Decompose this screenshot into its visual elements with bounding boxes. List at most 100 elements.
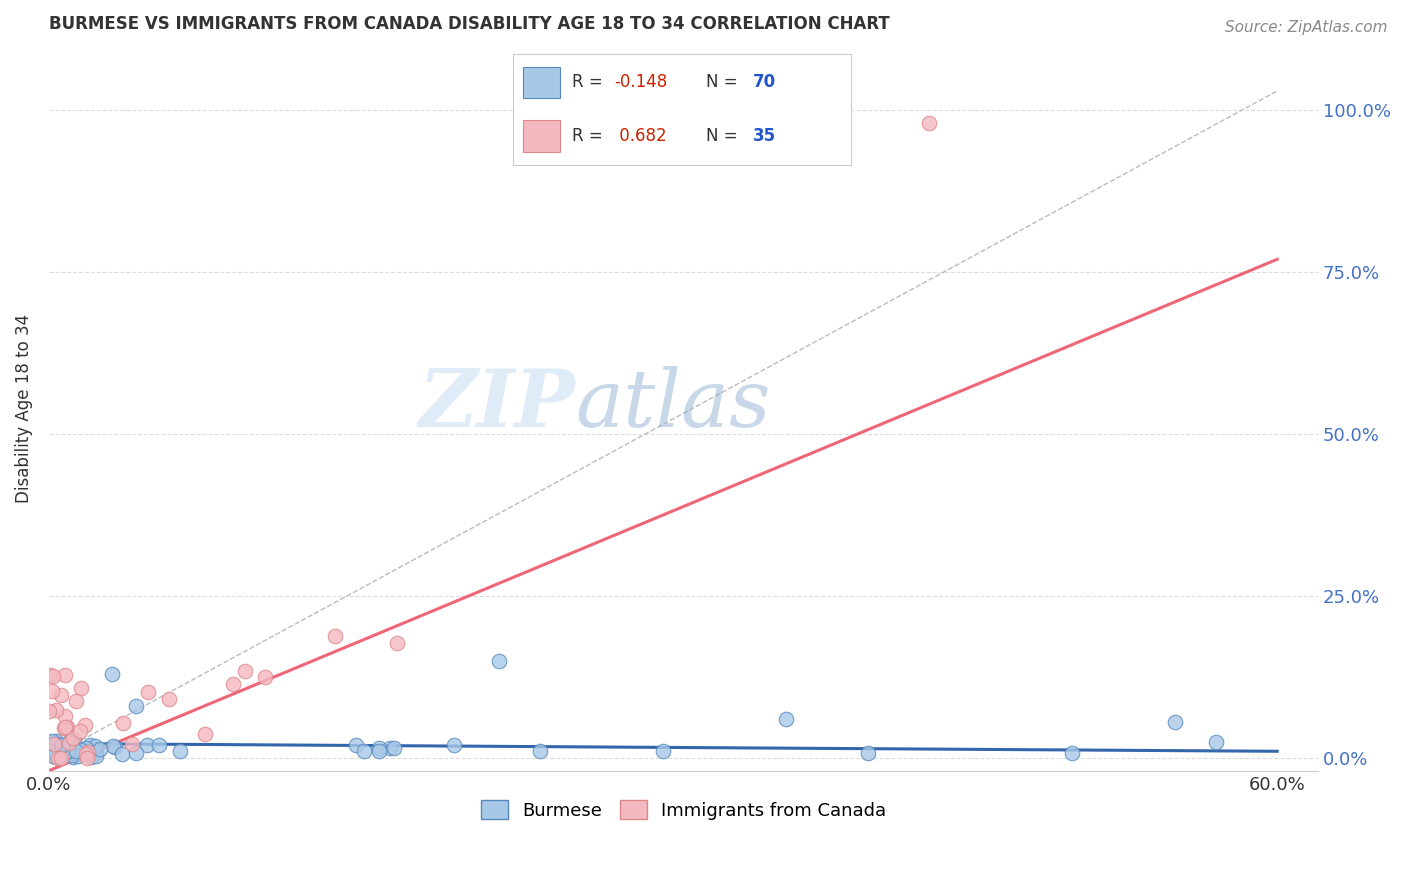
- Text: 0.682: 0.682: [614, 127, 666, 145]
- Point: [42, 749, 65, 764]
- Point: [157, 692, 180, 706]
- Point: [53, 709, 76, 723]
- Text: R =: R =: [572, 127, 609, 145]
- Point: [56, 720, 79, 734]
- Point: [125, 698, 148, 713]
- Text: 35: 35: [752, 127, 776, 145]
- Point: [80, 750, 103, 764]
- Point: [79, 745, 101, 759]
- Point: [62, 749, 84, 764]
- Point: [89, 742, 111, 756]
- Point: [45, 744, 67, 758]
- Point: [65, 742, 87, 756]
- Bar: [523, 67, 561, 98]
- Point: [367, 744, 389, 758]
- Text: BURMESE VS IMMIGRANTS FROM CANADA DISABILITY AGE 18 TO 34 CORRELATION CHART: BURMESE VS IMMIGRANTS FROM CANADA DISABI…: [49, 15, 890, 33]
- Point: [382, 741, 405, 756]
- Point: [49, 688, 72, 702]
- Point: [75, 741, 97, 756]
- Text: N =: N =: [706, 73, 742, 91]
- Point: [111, 747, 134, 762]
- Point: [69, 723, 91, 738]
- Point: [77, 745, 100, 759]
- Point: [101, 666, 124, 681]
- Point: [58, 735, 80, 749]
- Point: [66, 749, 89, 764]
- Point: [169, 744, 191, 758]
- Point: [45, 739, 67, 753]
- Point: [136, 684, 159, 698]
- Point: [51, 746, 73, 760]
- Point: [53, 720, 76, 734]
- Point: [76, 750, 98, 764]
- Point: [38, 744, 60, 758]
- Point: [385, 636, 408, 650]
- Point: [53, 668, 76, 682]
- Bar: [523, 120, 561, 152]
- Point: [46, 739, 69, 753]
- Point: [38, 744, 60, 758]
- Point: [1164, 715, 1187, 730]
- Point: [135, 739, 157, 753]
- Point: [378, 741, 401, 756]
- Point: [222, 677, 245, 691]
- Point: [41, 735, 63, 749]
- Point: [918, 116, 941, 130]
- Text: -0.148: -0.148: [614, 73, 668, 91]
- Point: [233, 665, 256, 679]
- Point: [488, 654, 510, 668]
- Point: [41, 683, 63, 698]
- Point: [254, 670, 277, 684]
- Point: [56, 744, 79, 758]
- Point: [46, 737, 69, 751]
- Point: [775, 712, 797, 726]
- Point: [1062, 746, 1084, 760]
- Point: [125, 746, 148, 760]
- Point: [121, 737, 143, 751]
- Point: [51, 747, 73, 762]
- Point: [148, 738, 170, 752]
- Point: [56, 742, 79, 756]
- Point: [52, 748, 75, 763]
- Text: ZIP: ZIP: [419, 366, 575, 443]
- Text: Source: ZipAtlas.com: Source: ZipAtlas.com: [1225, 20, 1388, 35]
- Point: [59, 734, 82, 748]
- Point: [111, 715, 134, 730]
- Point: [41, 733, 63, 747]
- Point: [45, 703, 67, 717]
- Point: [51, 738, 73, 752]
- Point: [652, 744, 675, 758]
- Point: [58, 743, 80, 757]
- Point: [55, 744, 77, 758]
- Point: [46, 750, 69, 764]
- Point: [49, 750, 72, 764]
- Text: N =: N =: [706, 127, 742, 145]
- Point: [60, 734, 83, 748]
- Point: [55, 720, 77, 734]
- Point: [69, 743, 91, 757]
- Point: [52, 746, 75, 760]
- Point: [323, 629, 346, 643]
- Point: [353, 744, 375, 758]
- Point: [856, 746, 879, 760]
- Point: [368, 741, 391, 756]
- Point: [42, 668, 65, 682]
- Point: [58, 742, 80, 756]
- Point: [65, 694, 87, 708]
- Point: [45, 734, 67, 748]
- Point: [86, 747, 108, 761]
- Legend: Burmese, Immigrants from Canada: Burmese, Immigrants from Canada: [474, 793, 894, 827]
- Text: 70: 70: [752, 73, 776, 91]
- Point: [344, 738, 367, 752]
- Point: [194, 727, 217, 741]
- Point: [79, 738, 101, 752]
- Point: [49, 742, 72, 756]
- Point: [84, 749, 107, 764]
- Point: [44, 737, 66, 751]
- Point: [65, 744, 87, 758]
- Point: [529, 744, 551, 758]
- Text: atlas: atlas: [575, 366, 770, 443]
- Point: [63, 735, 86, 749]
- Point: [44, 749, 66, 764]
- Point: [49, 747, 72, 762]
